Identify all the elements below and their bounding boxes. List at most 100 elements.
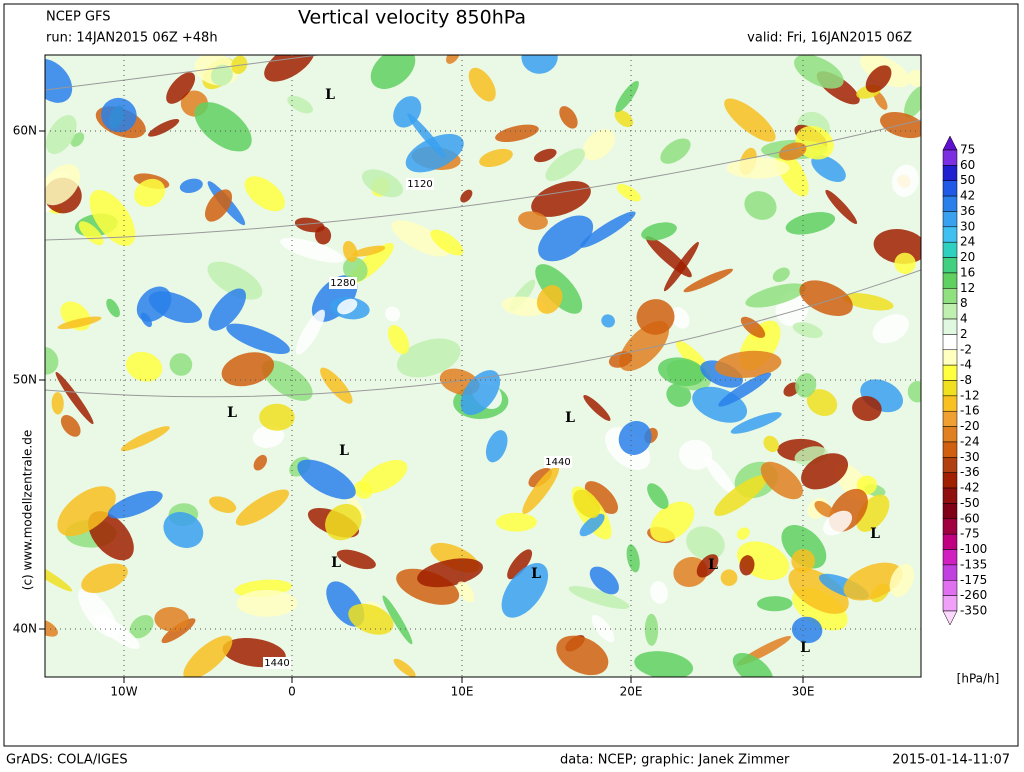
field-blob xyxy=(842,293,894,311)
contour-label: 1440 xyxy=(264,658,289,669)
field-blob xyxy=(636,299,675,335)
low-marker: L xyxy=(870,526,880,542)
field-blob xyxy=(236,589,298,617)
field-blob xyxy=(120,426,170,452)
field-blob xyxy=(538,215,594,262)
field-blob xyxy=(45,58,73,103)
colorbar-label: 30 xyxy=(960,219,975,233)
field-blob xyxy=(650,501,695,542)
field-blob xyxy=(89,189,136,246)
field-blob xyxy=(568,586,630,610)
colorbar-swatch xyxy=(942,426,958,443)
colorbar-swatch xyxy=(942,272,958,289)
field-blob xyxy=(337,298,358,315)
field-blob xyxy=(81,563,128,594)
colorbar-swatch xyxy=(942,457,958,473)
lon-label: 30E xyxy=(792,685,815,699)
field-blob xyxy=(601,314,615,328)
field-blob xyxy=(704,456,736,495)
field-blob xyxy=(294,217,325,233)
colorbar-swatch xyxy=(942,364,958,381)
field-blob xyxy=(894,252,916,275)
colorbar-swatch xyxy=(942,595,958,612)
lon-label: 0 xyxy=(288,685,296,699)
field-blob xyxy=(528,467,552,488)
field-blob xyxy=(791,616,823,644)
field-blob xyxy=(163,511,204,548)
field-blob xyxy=(396,338,461,378)
colorbar-label: 2 xyxy=(960,327,968,341)
field-blob xyxy=(479,148,513,168)
colorbar-swatch xyxy=(942,318,958,335)
height-contour xyxy=(45,119,921,241)
field-blob xyxy=(634,651,694,677)
field-blob xyxy=(204,189,233,222)
field-blob xyxy=(891,164,919,197)
colorbar-swatch xyxy=(942,518,958,535)
colorbar-label: -135 xyxy=(960,557,987,571)
lat-label: 40N xyxy=(13,622,37,636)
colorbar-label: 8 xyxy=(960,296,968,310)
field-blob xyxy=(872,314,909,344)
field-blob xyxy=(714,350,782,378)
field-blob xyxy=(391,220,450,257)
colorbar-label: -60 xyxy=(960,511,980,525)
colorbar-swatch xyxy=(942,349,958,366)
field-blob xyxy=(460,370,501,416)
low-marker: L xyxy=(531,566,541,582)
colorbar-swatch xyxy=(942,288,958,304)
colorbar-swatch xyxy=(942,533,958,550)
field-blob xyxy=(244,176,285,212)
colorbar-swatch xyxy=(942,410,958,427)
field-blob xyxy=(799,280,853,316)
model-name: NCEP GFS xyxy=(46,10,111,25)
field-blob xyxy=(852,396,882,421)
field-blob xyxy=(678,439,713,470)
field-blob xyxy=(795,373,817,398)
field-blob xyxy=(342,240,358,263)
lat-label: 50N xyxy=(13,373,37,387)
colorbar-swatch xyxy=(942,257,958,274)
field-blob xyxy=(904,86,921,118)
colorbar-label: 42 xyxy=(960,189,975,203)
field-blob xyxy=(856,475,878,495)
colorbar-label: -12 xyxy=(960,388,980,402)
colorbar-label: 16 xyxy=(960,265,975,279)
colorbar-label: 60 xyxy=(960,158,975,172)
field-blob xyxy=(626,544,640,573)
contour-label: 1280 xyxy=(330,278,355,289)
field-blob xyxy=(231,55,248,75)
field-blob xyxy=(536,285,563,314)
footer-right: 2015-01-14-11:07 xyxy=(892,753,1010,768)
field-blob xyxy=(107,490,163,519)
colorbar-label: -20 xyxy=(960,419,980,433)
field-blob xyxy=(209,496,237,513)
colorbar-swatch xyxy=(942,165,958,181)
field-blob xyxy=(183,635,233,677)
field-blob xyxy=(811,154,846,182)
field-blob xyxy=(78,221,104,246)
field-blob xyxy=(763,435,779,453)
field-blob xyxy=(485,430,508,463)
field-blob xyxy=(641,222,677,241)
field-blob xyxy=(533,148,557,163)
field-blob xyxy=(45,558,73,592)
field-blob xyxy=(457,581,475,603)
field-blob xyxy=(140,312,152,328)
field-blob xyxy=(207,261,263,300)
colorbar-swatch xyxy=(942,487,958,504)
colorbar-swatch xyxy=(942,441,958,458)
field-blob xyxy=(720,569,738,586)
colorbar-swatch xyxy=(942,211,958,228)
colorbar-label: -42 xyxy=(960,481,980,495)
lat-label: 60N xyxy=(13,124,37,138)
colorbar-swatch xyxy=(942,580,958,596)
field-blob xyxy=(521,55,558,74)
low-marker: L xyxy=(325,87,335,103)
field-blob xyxy=(788,567,849,614)
field-blob xyxy=(744,191,777,220)
field-blob xyxy=(740,316,766,338)
colorbar-label: -16 xyxy=(960,404,980,418)
field-blob xyxy=(51,392,64,415)
